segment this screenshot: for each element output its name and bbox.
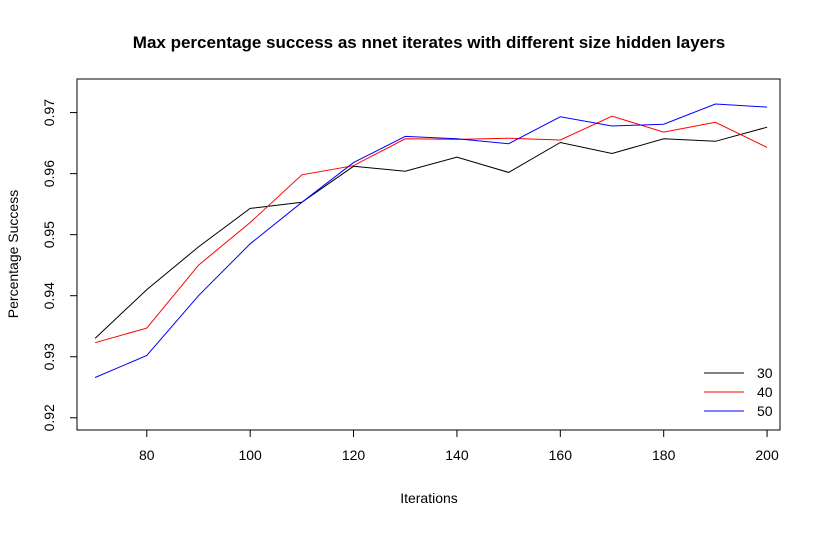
chart-title: Max percentage success as nnet iterates … — [133, 33, 725, 52]
x-tick-label: 120 — [342, 447, 366, 463]
x-axis-title: Iterations — [400, 490, 458, 506]
x-axis: 80 100 120 140 160 180 200 — [139, 429, 779, 463]
series-line-30 — [94, 126, 768, 339]
legend-label-30: 30 — [757, 365, 773, 381]
legend-label-50: 50 — [757, 403, 773, 419]
y-tick-label: 0.94 — [41, 282, 57, 309]
x-tick-label: 180 — [652, 447, 676, 463]
x-tick-label: 160 — [549, 447, 573, 463]
x-tick-label: 140 — [445, 447, 469, 463]
x-tick-label: 200 — [755, 447, 779, 463]
legend: 30 40 50 — [704, 365, 773, 419]
y-axis: 0.92 0.93 0.94 0.95 0.96 0.97 — [41, 99, 78, 431]
legend-label-40: 40 — [757, 384, 773, 400]
y-tick-label: 0.97 — [41, 99, 57, 126]
y-tick-label: 0.95 — [41, 221, 57, 248]
y-tick-label: 0.92 — [41, 404, 57, 431]
x-tick-label: 100 — [238, 447, 262, 463]
x-tick-label: 80 — [139, 447, 155, 463]
y-tick-label: 0.96 — [41, 160, 57, 187]
y-axis-title: Percentage Success — [5, 190, 21, 318]
y-tick-label: 0.93 — [41, 343, 57, 370]
series-line-40 — [94, 115, 768, 344]
series-line-50 — [94, 103, 768, 378]
series-layer — [94, 103, 768, 378]
